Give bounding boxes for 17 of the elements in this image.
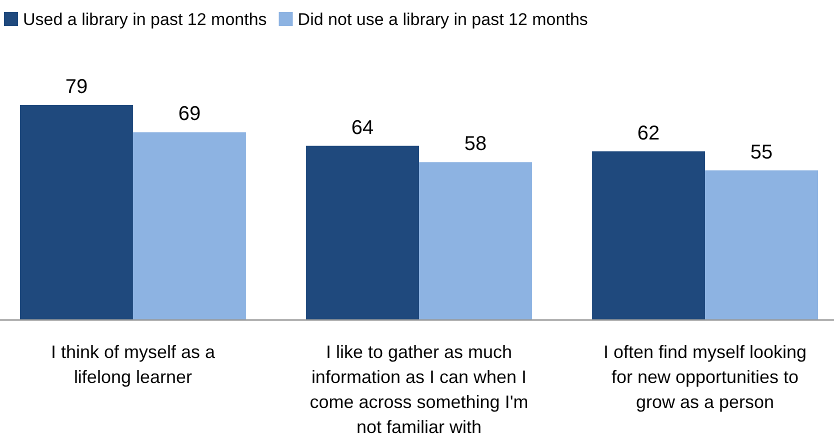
legend-label: Did not use a library in past 12 months bbox=[298, 10, 588, 29]
x-tick-label: I like to gather as much information as I can when I come across something I'm not familiar with bbox=[310, 342, 528, 437]
data-label: 55 bbox=[750, 141, 773, 164]
bar bbox=[592, 151, 706, 320]
bar bbox=[132, 132, 246, 320]
bar bbox=[419, 162, 532, 320]
bar bbox=[20, 105, 133, 320]
data-label: 64 bbox=[351, 116, 374, 139]
data-label: 69 bbox=[178, 103, 201, 126]
bar bbox=[306, 146, 419, 320]
bar bbox=[705, 170, 818, 320]
x-tick-label: I often find myself looking for new opportunities to grow as a person bbox=[603, 342, 807, 412]
data-label: 62 bbox=[637, 122, 660, 144]
data-label: 79 bbox=[65, 76, 88, 98]
legend-label: Used a library in past 12 months bbox=[23, 10, 267, 29]
x-tick-label: I think of myself as a lifelong learner bbox=[50, 342, 216, 387]
data-label: 58 bbox=[464, 133, 487, 156]
